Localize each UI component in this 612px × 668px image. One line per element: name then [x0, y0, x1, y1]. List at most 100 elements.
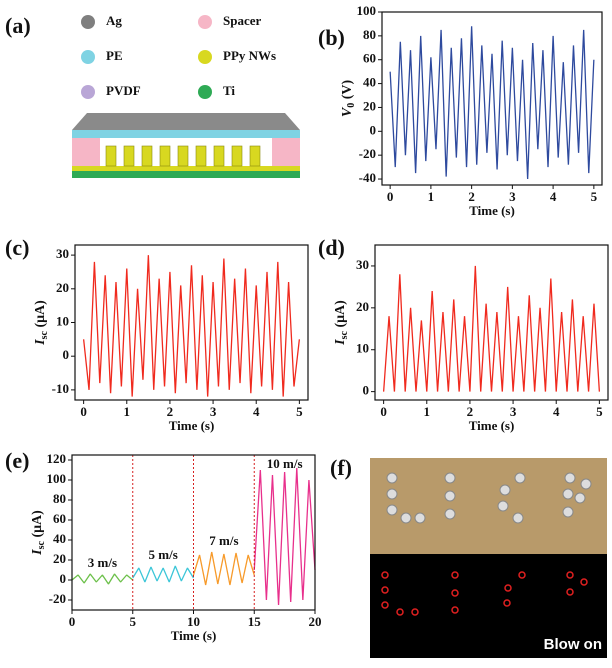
legend-swatch	[81, 15, 95, 29]
plot-frame	[374, 244, 609, 401]
legend-label: PVDF	[106, 83, 141, 98]
y-tick-label: 0	[63, 347, 70, 362]
legend-swatch	[81, 50, 95, 64]
x-tick-label: 1	[428, 189, 435, 204]
x-tick-label: 15	[248, 614, 262, 629]
y-label-main: V	[340, 106, 355, 117]
y-label-unit: (V)	[340, 80, 355, 103]
legend-label: Ti	[223, 83, 235, 98]
x-tick-label: 5	[130, 614, 137, 629]
x-tick-label: 3	[210, 404, 217, 419]
ag-layer	[72, 113, 300, 130]
y-label-main: I	[30, 549, 45, 556]
pe-layer	[72, 130, 300, 138]
x-tick-label: 5	[596, 404, 603, 419]
y-axis-label: V0 (V)	[340, 80, 357, 118]
y-label-sub: sc	[339, 330, 350, 339]
spacer	[272, 138, 300, 166]
signal-line	[253, 467, 316, 606]
y-tick-label: -40	[359, 170, 376, 185]
x-tick-label: 0	[387, 189, 394, 204]
series-label: 10 m/s	[267, 456, 303, 471]
x-tick-label: 10	[187, 614, 200, 629]
y-tick-label: 100	[357, 3, 377, 18]
y-tick-label: 0	[363, 383, 370, 398]
y-axis-label: Isc (μA)	[30, 510, 47, 556]
y-tick-label: 20	[56, 280, 69, 295]
signal-line	[71, 573, 134, 585]
y-tick-label: 60	[53, 511, 66, 526]
x-tick-label: 2	[467, 404, 474, 419]
ppy-base	[72, 166, 300, 171]
signal-line	[82, 255, 301, 397]
y-label-sub: sc	[39, 330, 50, 339]
y-tick-label: 60	[363, 51, 376, 66]
series-label: 3 m/s	[88, 555, 117, 570]
x-tick-label: 4	[553, 404, 560, 419]
x-tick-label: 0	[80, 404, 87, 419]
y-tick-label: 20	[53, 551, 66, 566]
y-label-unit: (μA)	[33, 300, 48, 331]
lit-leds	[381, 571, 588, 616]
legend-swatch	[198, 85, 212, 99]
panel-label: (a)	[5, 13, 31, 38]
series-label: 7 m/s	[209, 533, 238, 548]
spacer	[72, 138, 100, 166]
y-label-unit: (μA)	[30, 510, 45, 541]
x-tick-label: 1	[424, 404, 431, 419]
y-tick-label: 20	[363, 98, 376, 113]
photo-bottom	[370, 554, 607, 658]
legend-swatch	[81, 85, 95, 99]
panel-label: (f)	[330, 455, 352, 480]
y-label-unit: (μA)	[333, 300, 348, 331]
y-tick-label: 80	[363, 27, 376, 42]
nanowires	[105, 145, 261, 167]
x-tick-label: 0	[380, 404, 387, 419]
y-tick-label: 80	[53, 491, 66, 506]
y-tick-label: 0	[370, 122, 377, 137]
y-axis-label: Isc (μA)	[333, 300, 350, 346]
y-axis-label: Isc (μA)	[33, 300, 50, 346]
x-axis-label: Time (s)	[469, 418, 515, 433]
signal-line	[382, 265, 601, 392]
leds	[386, 472, 592, 524]
x-tick-label: 3	[509, 189, 516, 204]
x-tick-label: 3	[510, 404, 517, 419]
y-tick-label: -10	[52, 381, 69, 396]
legend-label: Spacer	[223, 13, 262, 28]
x-tick-label: 1	[124, 404, 131, 419]
y-tick-label: 10	[56, 313, 69, 328]
x-tick-label: 20	[309, 614, 322, 629]
panel-label: (b)	[318, 25, 345, 50]
y-tick-label: 100	[47, 471, 67, 486]
y-label-main: I	[33, 339, 48, 346]
legend-label: PE	[106, 48, 123, 63]
signal-line	[389, 26, 595, 180]
y-label-sub: sc	[36, 540, 47, 549]
y-tick-label: 40	[363, 75, 376, 90]
x-tick-label: 2	[468, 189, 475, 204]
series-label: 5 m/s	[149, 547, 178, 562]
y-tick-label: 10	[356, 341, 369, 356]
legend-swatch	[198, 15, 212, 29]
ti-layer	[72, 170, 300, 178]
y-tick-label: -20	[359, 146, 376, 161]
y-tick-label: 40	[53, 531, 66, 546]
legend-swatch	[198, 50, 212, 64]
y-tick-label: -20	[49, 591, 66, 606]
x-axis-label: Time (s)	[169, 418, 215, 433]
legend-label: PPy NWs	[223, 48, 276, 63]
signal-line	[132, 565, 195, 583]
x-tick-label: 4	[550, 189, 557, 204]
x-axis-label: Time (s)	[469, 203, 515, 218]
panel-label: (e)	[5, 448, 29, 473]
legend-label: Ag	[106, 13, 122, 28]
photo-top	[370, 458, 607, 554]
x-tick-label: 2	[167, 404, 174, 419]
y-tick-label: 20	[356, 299, 369, 314]
panel-label: (c)	[5, 235, 29, 260]
photo-caption: Blow on	[544, 636, 602, 653]
y-label-main: I	[333, 339, 348, 346]
x-tick-label: 0	[69, 614, 76, 629]
